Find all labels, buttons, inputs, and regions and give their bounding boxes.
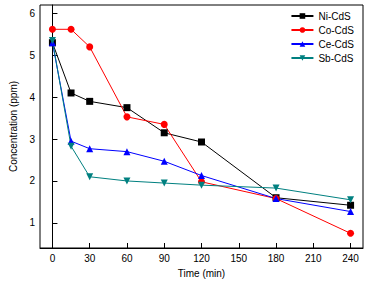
svg-text:210: 210 xyxy=(305,253,322,264)
svg-text:0: 0 xyxy=(50,253,56,264)
svg-text:240: 240 xyxy=(342,253,359,264)
svg-text:6: 6 xyxy=(29,8,35,19)
svg-text:3: 3 xyxy=(29,134,35,145)
svg-text:30: 30 xyxy=(84,253,96,264)
svg-text:1: 1 xyxy=(29,217,35,228)
svg-text:90: 90 xyxy=(159,253,171,264)
svg-text:Time (min): Time (min) xyxy=(178,268,225,279)
svg-text:Ce-CdS: Ce-CdS xyxy=(318,39,354,50)
svg-text:150: 150 xyxy=(230,253,247,264)
svg-text:Sb-CdS: Sb-CdS xyxy=(318,53,353,64)
svg-text:120: 120 xyxy=(193,253,210,264)
svg-text:5: 5 xyxy=(29,50,35,61)
svg-text:180: 180 xyxy=(268,253,285,264)
svg-text:4: 4 xyxy=(29,92,35,103)
svg-text:Concentration (ppm): Concentration (ppm) xyxy=(8,81,19,172)
svg-text:Ni-CdS: Ni-CdS xyxy=(318,11,351,22)
svg-text:Co-CdS: Co-CdS xyxy=(318,25,354,36)
svg-text:2: 2 xyxy=(29,175,35,186)
svg-text:60: 60 xyxy=(121,253,133,264)
